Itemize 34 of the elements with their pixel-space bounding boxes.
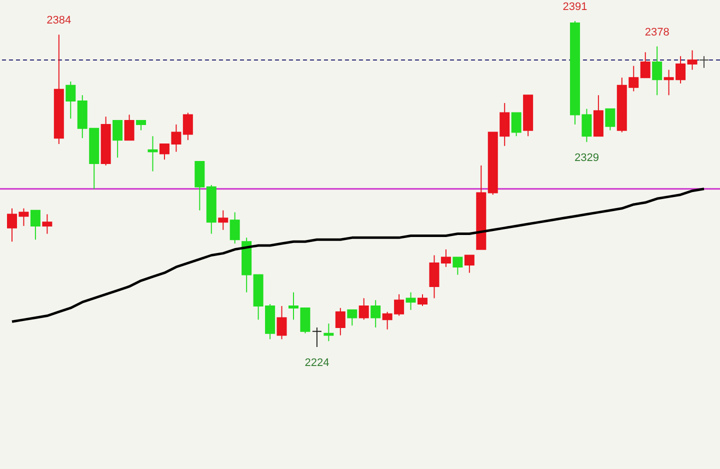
candlestick xyxy=(699,56,709,68)
candlestick xyxy=(276,306,287,340)
candlestick xyxy=(335,307,346,336)
candlestick xyxy=(687,50,698,70)
candlestick xyxy=(148,136,158,172)
candlestick xyxy=(418,294,428,307)
annotation: 2329 xyxy=(574,152,599,164)
candlestick xyxy=(464,254,474,274)
annotation: 2391 xyxy=(562,1,588,13)
candlestick xyxy=(312,326,322,348)
candlestick xyxy=(640,52,650,78)
candlestick xyxy=(429,254,440,299)
candlestick xyxy=(652,46,662,96)
candlestick xyxy=(182,112,193,141)
annotation: 2384 xyxy=(46,14,72,27)
candlestick xyxy=(324,323,334,342)
candlestick xyxy=(440,248,451,268)
annotation: 2378 xyxy=(644,26,670,38)
candlestick xyxy=(347,309,358,326)
candlestick xyxy=(452,256,463,276)
candlestick xyxy=(136,120,146,131)
candlestick xyxy=(218,210,228,230)
candlestick xyxy=(358,298,369,320)
candlestick xyxy=(42,214,52,234)
candlestick xyxy=(406,292,416,310)
candlestick xyxy=(230,212,240,244)
candlestick xyxy=(605,108,616,131)
candlestick xyxy=(511,112,522,137)
candlestick xyxy=(30,210,40,240)
candlestick xyxy=(112,120,123,158)
candlestick xyxy=(370,300,381,328)
annotation: 2224 xyxy=(304,357,330,369)
candlestick xyxy=(124,114,134,141)
candlestick xyxy=(66,81,76,120)
